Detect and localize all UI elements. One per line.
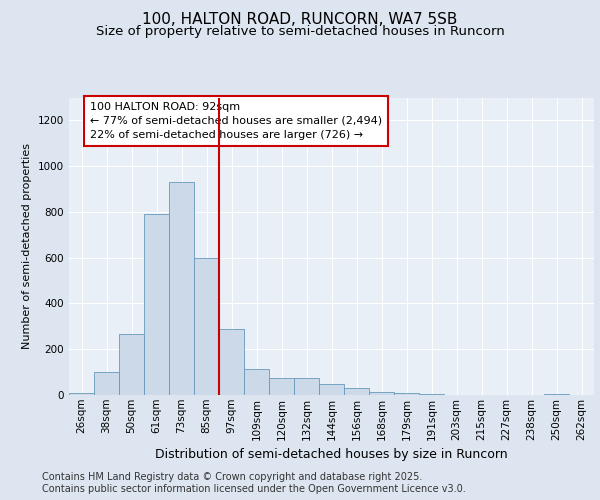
X-axis label: Distribution of semi-detached houses by size in Runcorn: Distribution of semi-detached houses by … (155, 448, 508, 461)
Bar (394, 392, 419, 395)
Bar (94, 372, 119, 395)
Text: Contains public sector information licensed under the Open Government Licence v3: Contains public sector information licen… (42, 484, 466, 494)
Bar (244, 368, 269, 395)
Bar (69, 392, 94, 395)
Text: Size of property relative to semi-detached houses in Runcorn: Size of property relative to semi-detach… (95, 25, 505, 38)
Bar (344, 388, 369, 395)
Bar (194, 258, 219, 395)
Bar (419, 394, 444, 395)
Text: 100 HALTON ROAD: 92sqm
← 77% of semi-detached houses are smaller (2,494)
22% of : 100 HALTON ROAD: 92sqm ← 77% of semi-det… (90, 102, 382, 140)
Bar (219, 328, 244, 395)
Text: Contains HM Land Registry data © Crown copyright and database right 2025.: Contains HM Land Registry data © Crown c… (42, 472, 422, 482)
Bar (144, 214, 169, 395)
Bar (319, 384, 344, 395)
Bar (369, 392, 394, 395)
Y-axis label: Number of semi-detached properties: Number of semi-detached properties (22, 143, 32, 350)
Text: 100, HALTON ROAD, RUNCORN, WA7 5SB: 100, HALTON ROAD, RUNCORN, WA7 5SB (142, 12, 458, 28)
Bar (169, 182, 194, 395)
Bar (294, 378, 319, 395)
Bar (544, 394, 569, 395)
Bar (269, 378, 294, 395)
Bar (119, 334, 144, 395)
